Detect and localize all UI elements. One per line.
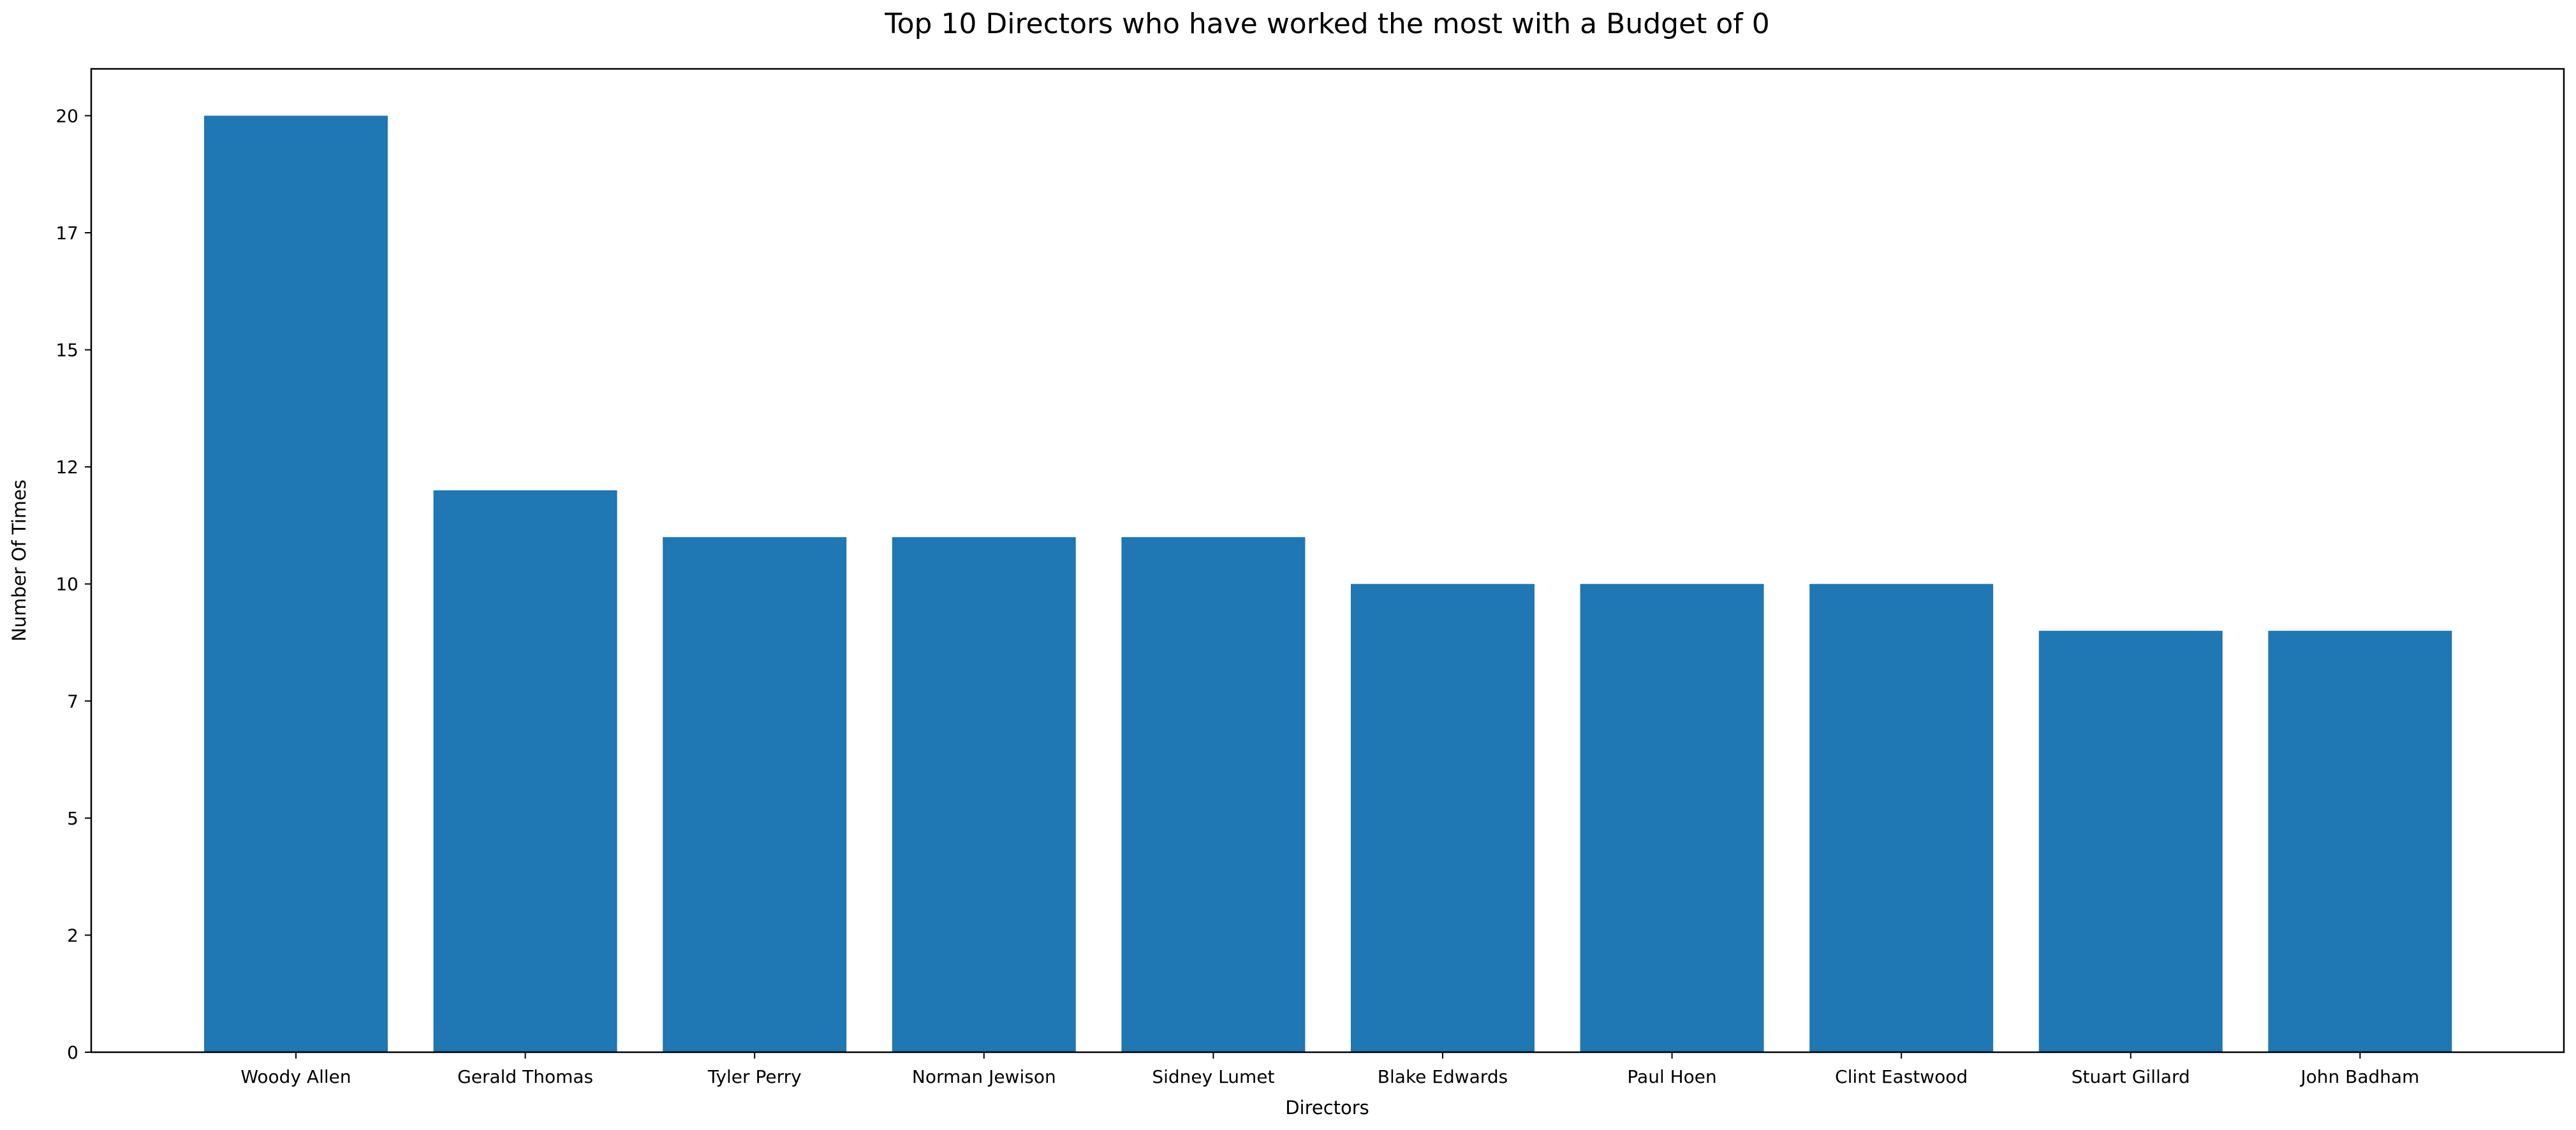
y-tick-label: 0 <box>67 1042 78 1063</box>
y-tick-label: 7 <box>67 691 78 712</box>
y-tick-label: 12 <box>55 457 78 478</box>
bar <box>1121 537 1306 1052</box>
y-tick-label: 5 <box>67 808 78 829</box>
bar <box>1580 583 1764 1052</box>
x-tick-label: Norman Jewison <box>912 1066 1056 1087</box>
y-tick-label: 2 <box>67 925 78 946</box>
plot-frame <box>90 68 2565 1053</box>
bar <box>433 490 617 1052</box>
x-tick-label: Woody Allen <box>240 1066 351 1087</box>
bar <box>204 115 388 1052</box>
bar <box>892 537 1076 1052</box>
x-tick-label: Paul Hoen <box>1627 1066 1716 1087</box>
x-axis-label: Directors <box>1285 1097 1369 1119</box>
bar <box>663 537 847 1052</box>
bar <box>1351 583 1535 1052</box>
x-tick-label: Blake Edwards <box>1378 1066 1508 1087</box>
y-tick-label: 15 <box>55 340 78 361</box>
x-tick-label: Clint Eastwood <box>1835 1066 1968 1087</box>
chart-title: Top 10 Directors who have worked the mos… <box>884 8 1770 40</box>
y-axis-ticks: 0 2 5 7 10 12 15 17 20 <box>55 105 91 1063</box>
x-tick-label: Tyler Perry <box>707 1066 802 1087</box>
x-tick-label: Stuart Gillard <box>2072 1066 2190 1087</box>
x-tick-label: Sidney Lumet <box>1152 1066 1274 1087</box>
bar <box>1809 583 1994 1052</box>
y-tick-label: 10 <box>55 574 78 595</box>
axes-layer <box>90 68 2565 1053</box>
x-axis-ticks: Woody Allen Gerald Thomas Tyler Perry Norma… <box>240 1052 2419 1087</box>
bar <box>2268 631 2452 1052</box>
y-axis-label: Number Of Times <box>8 480 30 642</box>
y-tick-label: 17 <box>55 223 78 244</box>
x-tick-label: John Badham <box>2299 1066 2419 1087</box>
bars-layer <box>204 115 2452 1052</box>
y-tick-label: 20 <box>55 105 78 126</box>
bar <box>2038 631 2223 1052</box>
x-tick-label: Gerald Thomas <box>457 1066 593 1087</box>
